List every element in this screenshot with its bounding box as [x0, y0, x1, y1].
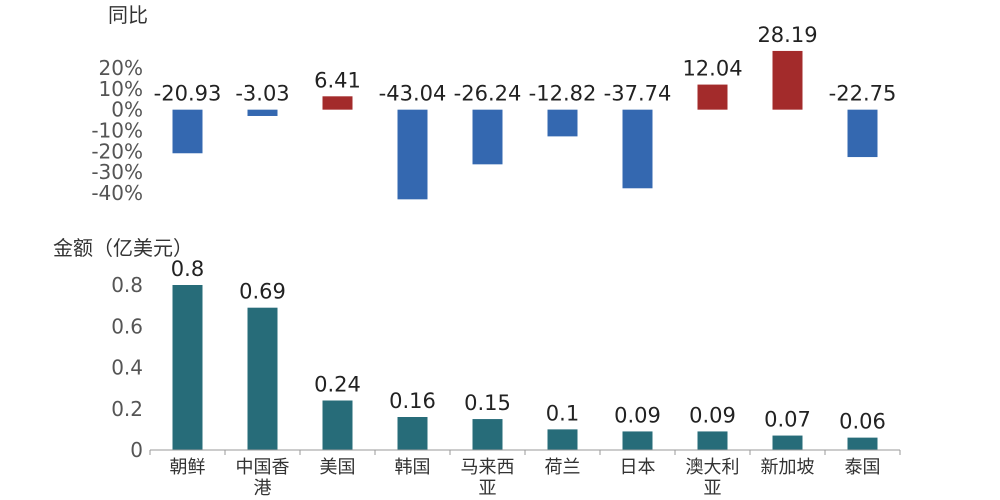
- amount-bar: [847, 437, 878, 450]
- yoy-bar: [772, 50, 803, 110]
- yoy-data-label: -26.24: [454, 82, 522, 106]
- amount-data-label: 0.1: [546, 401, 579, 425]
- x-category-label: 新加坡: [761, 457, 815, 478]
- x-category-label: 韩国: [395, 457, 431, 478]
- yoy-data-label: 28.19: [757, 23, 817, 47]
- amount-bar: [772, 435, 803, 450]
- x-category-label: 澳大利: [686, 457, 740, 478]
- amount-data-label: 0.24: [314, 373, 361, 397]
- top-y-tick-label: -30%: [91, 160, 143, 184]
- yoy-data-label: -43.04: [379, 82, 447, 106]
- amount-data-label: 0.09: [614, 403, 661, 427]
- top-y-tick-label: -20%: [91, 139, 143, 163]
- yoy-data-label: -22.75: [829, 82, 897, 106]
- yoy-data-label: -12.82: [529, 82, 597, 106]
- yoy-bar: [472, 109, 503, 165]
- top-y-tick-label: 20%: [99, 56, 143, 80]
- amount-bar: [472, 419, 503, 450]
- yoy-bar: [247, 109, 278, 116]
- yoy-data-label: -3.03: [235, 82, 289, 106]
- x-category-label: 港: [254, 478, 272, 499]
- bottom-y-tick-label: 0.8: [111, 273, 143, 297]
- yoy-bar: [397, 109, 428, 200]
- amount-data-label: 0.09: [689, 403, 736, 427]
- amount-bar: [547, 429, 578, 450]
- x-category-label: 亚: [479, 478, 497, 499]
- top-chart-title: 同比: [108, 3, 148, 27]
- bottom-y-tick-label: 0: [130, 438, 143, 462]
- x-category-label: 马来西: [461, 457, 515, 478]
- yoy-bar: [547, 109, 578, 137]
- yoy-bar: [322, 96, 353, 110]
- amount-data-label: 0.07: [764, 408, 811, 432]
- top-y-tick-label: -40%: [91, 181, 143, 205]
- bottom-chart-title: 金额（亿美元）: [53, 236, 193, 260]
- bottom-y-tick-label: 0.6: [111, 314, 143, 338]
- yoy-data-label: -37.74: [604, 82, 672, 106]
- yoy-bar: [697, 84, 728, 110]
- amount-bar: [247, 307, 278, 450]
- amount-data-label: 0.8: [171, 257, 204, 281]
- x-category-label: 日本: [620, 457, 656, 478]
- amount-data-label: 0.16: [389, 389, 436, 413]
- top-y-tick-label: 0%: [111, 98, 143, 122]
- bottom-y-tick-label: 0.4: [111, 356, 143, 380]
- amount-data-label: 0.15: [464, 391, 511, 415]
- x-category-label: 荷兰: [545, 457, 581, 478]
- x-category-label: 美国: [320, 457, 356, 478]
- yoy-data-label: 6.41: [314, 68, 361, 92]
- yoy-bar: [847, 109, 878, 158]
- yoy-bar: [172, 109, 203, 154]
- yoy-data-label: -20.93: [154, 82, 222, 106]
- yoy-data-label: 12.04: [682, 57, 742, 81]
- top-y-tick-label: -10%: [91, 119, 143, 143]
- x-category-label: 中国香: [236, 457, 290, 478]
- bottom-y-tick-label: 0.2: [111, 397, 143, 421]
- amount-bar: [622, 431, 653, 450]
- x-category-label: 泰国: [845, 457, 881, 478]
- top-y-tick-label: 10%: [99, 77, 143, 101]
- x-category-label: 朝鲜: [170, 457, 206, 478]
- amount-data-label: 0.06: [839, 410, 886, 434]
- amount-bar: [697, 431, 728, 450]
- amount-bar: [322, 400, 353, 450]
- amount-bar: [397, 417, 428, 450]
- amount-bar: [172, 285, 203, 450]
- yoy-bar: [622, 109, 653, 189]
- x-category-label: 亚: [704, 478, 722, 499]
- amount-data-label: 0.69: [239, 280, 286, 304]
